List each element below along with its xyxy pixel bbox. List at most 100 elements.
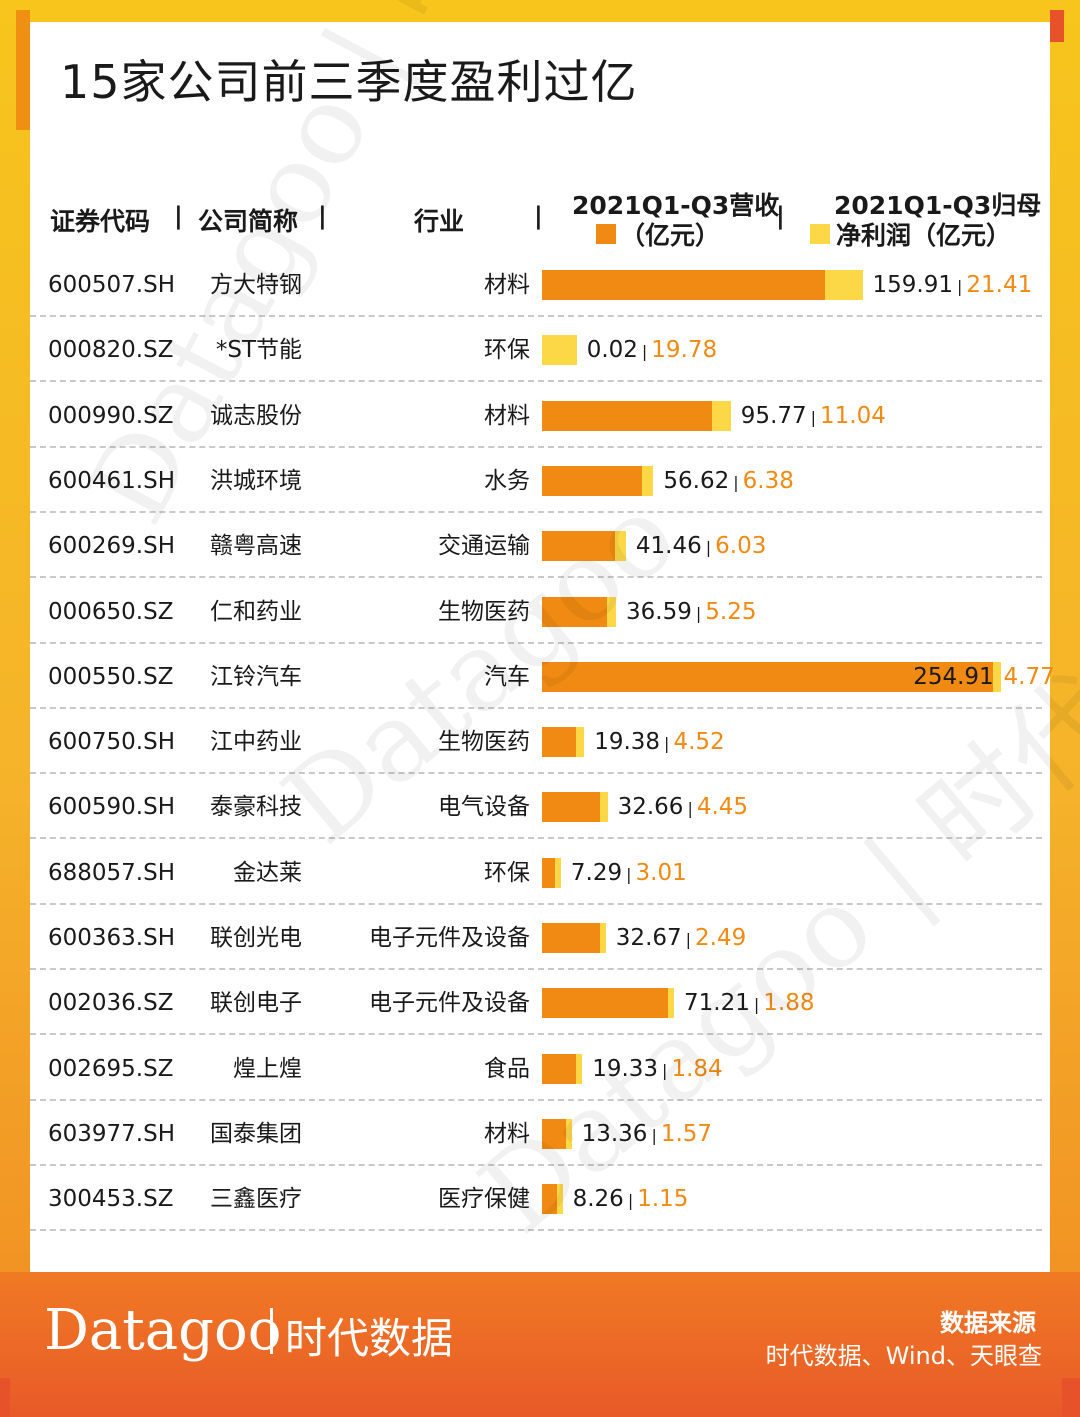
net-profit-bar xyxy=(668,988,674,1019)
row-divider xyxy=(30,1098,1042,1101)
row-divider xyxy=(30,576,1042,579)
net-profit-value: 21.41 xyxy=(966,272,1033,298)
value-label: 36.59 | 5.25 xyxy=(626,597,756,629)
legend-swatch-revenue xyxy=(596,224,616,244)
revenue-bar xyxy=(542,270,825,300)
industry: 电子元件及设备 xyxy=(369,990,530,1017)
net-profit-bar xyxy=(576,1053,583,1084)
stock-code: 600461.SH xyxy=(48,467,176,494)
revenue-bar xyxy=(542,923,600,953)
value-separator: | xyxy=(705,538,712,558)
stock-code: 600507.SH xyxy=(48,272,176,298)
net-profit-bar xyxy=(615,531,626,562)
value-separator: | xyxy=(627,1191,634,1211)
revenue-value: 7.29 xyxy=(570,859,623,886)
corner-tab xyxy=(1050,10,1064,42)
industry: 生物医药 xyxy=(438,729,530,756)
row-divider xyxy=(30,902,1042,905)
revenue-value: 32.67 xyxy=(615,925,682,951)
row-divider xyxy=(30,1229,1042,1232)
net-profit-bar xyxy=(542,335,577,366)
net-profit-value: 1.57 xyxy=(660,1120,713,1147)
company-name: 国泰集团 xyxy=(210,1120,302,1147)
net-profit-value: 4.77 xyxy=(1003,663,1055,690)
net-profit-bar xyxy=(556,1184,563,1215)
content-panel xyxy=(30,22,1050,1272)
net-profit-value: 19.78 xyxy=(651,337,718,364)
net-profit-bar xyxy=(642,465,654,496)
source-body: 时代数据、Wind、天眼查 xyxy=(765,1342,1042,1370)
header-separator: | xyxy=(534,202,543,230)
company-name: 方大特钢 xyxy=(210,272,302,298)
header-profit: 2021Q1-Q3归母 xyxy=(834,191,1042,220)
revenue-value: 36.59 xyxy=(626,598,692,625)
value-label: 19.38 | 4.52 xyxy=(594,727,724,759)
legend-swatch-profit xyxy=(810,224,830,244)
company-name: 联创电子 xyxy=(210,990,302,1017)
company-name: 诚志股份 xyxy=(210,402,302,429)
row-divider xyxy=(30,1163,1042,1166)
company-name: 赣粤高速 xyxy=(210,533,302,560)
net-profit-bar xyxy=(599,923,606,953)
value-separator: | xyxy=(664,734,670,754)
net-profit-value: 3.01 xyxy=(635,859,687,886)
net-profit-value: 6.38 xyxy=(742,467,794,494)
brand-name-cn: 时代数据 xyxy=(285,1314,454,1363)
revenue-value: 56.62 xyxy=(663,467,730,494)
row-divider xyxy=(30,315,1042,317)
revenue-bar xyxy=(542,1184,557,1215)
header-separator: | xyxy=(174,202,183,230)
header-code: 证券代码 xyxy=(50,207,151,236)
revenue-value: 159.91 xyxy=(872,272,953,298)
net-profit-value: 1.84 xyxy=(671,1055,723,1082)
stock-code: 688057.SH xyxy=(48,859,176,886)
header-industry: 行业 xyxy=(414,207,465,236)
revenue-bar xyxy=(542,1053,577,1084)
industry: 生物医药 xyxy=(438,598,530,625)
stock-code: 600590.SH xyxy=(48,794,176,821)
stock-code: 000550.SZ xyxy=(48,663,174,690)
stock-code: 300453.SZ xyxy=(48,1186,174,1213)
source-title: 数据来源 xyxy=(940,1309,1036,1337)
industry: 电子元件及设备 xyxy=(369,925,530,951)
row-divider xyxy=(30,1033,1042,1036)
net-profit-bar xyxy=(711,400,731,431)
value-separator: | xyxy=(695,603,702,623)
revenue-bar xyxy=(542,727,577,758)
revenue-value: 41.46 xyxy=(635,533,702,560)
stock-code: 002695.SZ xyxy=(48,1055,174,1082)
value-separator: | xyxy=(753,995,760,1015)
revenue-label: 254.91 xyxy=(913,662,993,692)
revenue-value: 0.02 xyxy=(586,337,638,364)
brand-divider xyxy=(270,1308,273,1354)
industry: 材料 xyxy=(484,1120,530,1147)
header-revenue-unit: （亿元） xyxy=(620,221,721,250)
value-separator: | xyxy=(956,277,963,296)
revenue-bar xyxy=(542,1118,566,1149)
net-profit-bar xyxy=(993,661,1002,692)
industry: 汽车 xyxy=(484,663,530,690)
value-label: 159.91 | 21.41 xyxy=(873,270,1033,302)
revenue-value: 95.77 xyxy=(740,402,807,429)
row-divider xyxy=(30,837,1042,840)
industry: 医疗保健 xyxy=(438,1186,530,1213)
revenue-bar xyxy=(542,857,555,888)
value-separator: | xyxy=(662,1060,668,1080)
row-divider xyxy=(30,968,1042,970)
value-separator: | xyxy=(685,930,692,949)
revenue-bar xyxy=(542,531,616,562)
row-divider xyxy=(30,706,1042,709)
page-title: 15家公司前三季度盈利过亿 xyxy=(60,55,638,109)
value-separator: | xyxy=(733,472,739,492)
net-profit-value: 1.15 xyxy=(637,1186,689,1213)
stock-code: 000650.SZ xyxy=(48,598,174,625)
value-label: 32.66 | 4.45 xyxy=(618,792,748,824)
header-separator: | xyxy=(318,202,327,230)
row-divider xyxy=(30,380,1042,383)
value-label: 0.02 | 19.78 xyxy=(587,335,717,367)
footer xyxy=(0,1272,1080,1417)
net-profit-value: 2.49 xyxy=(695,925,747,951)
revenue-bar xyxy=(542,792,600,823)
company-name: 金达莱 xyxy=(233,859,302,886)
value-label: 13.36 | 1.57 xyxy=(582,1119,712,1151)
